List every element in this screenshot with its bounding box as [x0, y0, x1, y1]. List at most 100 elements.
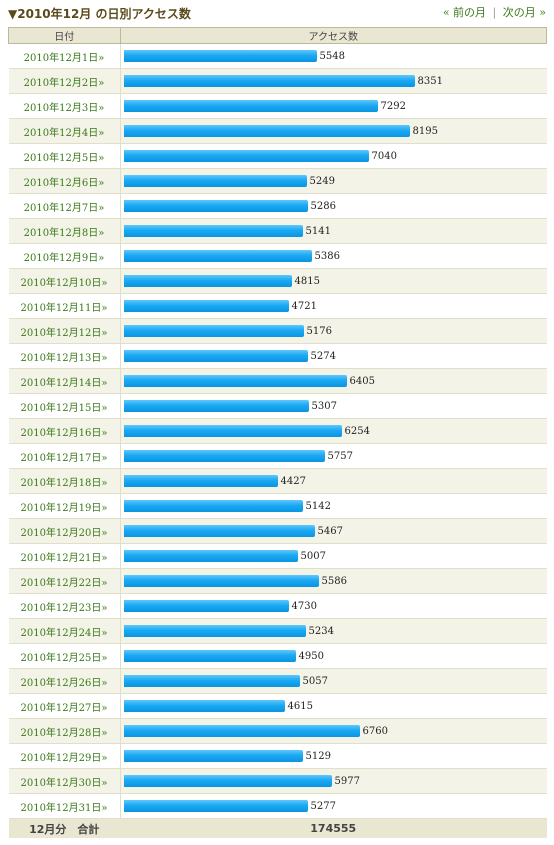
access-value: 4427 [280, 475, 306, 487]
access-cell: 5142 [120, 493, 547, 519]
date-link[interactable]: 2010年12月13日» [20, 352, 108, 364]
access-bar [123, 350, 308, 362]
date-link[interactable]: 2010年12月7日» [23, 202, 105, 214]
access-bar [123, 625, 306, 637]
date-link[interactable]: 2010年12月27日» [20, 702, 108, 714]
date-cell: 2010年12月11日» [8, 293, 121, 319]
next-month-link[interactable]: 次の月 » [502, 6, 546, 19]
access-bar [123, 475, 278, 487]
access-bar [123, 325, 304, 337]
access-cell: 5467 [120, 518, 547, 544]
date-link[interactable]: 2010年12月31日» [20, 802, 108, 814]
date-link[interactable]: 2010年12月16日» [20, 427, 108, 439]
date-link[interactable]: 2010年12月15日» [20, 402, 108, 414]
access-bar [123, 575, 319, 587]
table-row: 2010年12月13日» 5274 [8, 343, 547, 369]
access-cell: 5274 [120, 343, 547, 369]
table-row: 2010年12月24日» 5234 [8, 618, 547, 644]
date-link[interactable]: 2010年12月25日» [20, 652, 108, 664]
access-value: 5057 [302, 675, 328, 687]
date-column-header: 日付 [8, 27, 121, 44]
prev-month-link[interactable]: « 前の月 [442, 6, 487, 19]
access-value: 5176 [306, 325, 332, 337]
access-bar [123, 650, 296, 662]
access-bar [123, 400, 309, 412]
date-cell: 2010年12月15日» [8, 393, 121, 419]
date-link[interactable]: 2010年12月12日» [20, 327, 108, 339]
date-link[interactable]: 2010年12月4日» [23, 127, 105, 139]
date-cell: 2010年12月12日» [8, 318, 121, 344]
table-row: 2010年12月26日» 5057 [8, 668, 547, 694]
date-link[interactable]: 2010年12月23日» [20, 602, 108, 614]
date-cell: 2010年12月2日» [8, 68, 121, 94]
access-bar [123, 150, 369, 162]
table-row: 2010年12月23日» 4730 [8, 593, 547, 619]
access-bar [123, 225, 303, 237]
date-link[interactable]: 2010年12月29日» [20, 752, 108, 764]
date-cell: 2010年12月18日» [8, 468, 121, 494]
date-link[interactable]: 2010年12月22日» [20, 577, 108, 589]
access-bar [123, 100, 378, 112]
access-cell: 5386 [120, 243, 547, 269]
access-cell: 5286 [120, 193, 547, 219]
date-cell: 2010年12月29日» [8, 743, 121, 769]
access-column-header: アクセス数 [119, 27, 547, 44]
date-link[interactable]: 2010年12月9日» [23, 252, 105, 264]
table-row: 2010年12月18日» 4427 [8, 468, 547, 494]
date-link[interactable]: 2010年12月6日» [23, 177, 105, 189]
date-cell: 2010年12月5日» [8, 143, 121, 169]
access-cell: 6405 [120, 368, 547, 394]
access-value: 5007 [300, 550, 326, 562]
access-value: 5307 [311, 400, 337, 412]
date-link[interactable]: 2010年12月17日» [20, 452, 108, 464]
date-cell: 2010年12月16日» [8, 418, 121, 444]
access-bar [123, 700, 285, 712]
date-link[interactable]: 2010年12月19日» [20, 502, 108, 514]
access-bar [123, 300, 289, 312]
access-bar [123, 425, 342, 437]
date-link[interactable]: 2010年12月2日» [23, 77, 105, 89]
date-cell: 2010年12月4日» [8, 118, 121, 144]
access-bar [123, 725, 360, 737]
date-link[interactable]: 2010年12月18日» [20, 477, 108, 489]
date-link[interactable]: 2010年12月11日» [20, 302, 108, 314]
date-link[interactable]: 2010年12月14日» [20, 377, 108, 389]
table-row: 2010年12月28日» 6760 [8, 718, 547, 744]
access-cell: 4815 [120, 268, 547, 294]
access-bar [123, 200, 308, 212]
access-value: 6405 [349, 375, 375, 387]
date-cell: 2010年12月26日» [8, 668, 121, 694]
date-link[interactable]: 2010年12月1日» [23, 52, 105, 64]
access-cell: 5757 [120, 443, 547, 469]
access-value: 4615 [287, 700, 313, 712]
date-link[interactable]: 2010年12月5日» [23, 152, 105, 164]
access-value: 6760 [362, 725, 388, 737]
access-cell: 5057 [120, 668, 547, 694]
table-row: 2010年12月11日» 4721 [8, 293, 547, 319]
date-cell: 2010年12月8日» [8, 218, 121, 244]
total-label: 12月分 合計 [8, 818, 120, 838]
date-link[interactable]: 2010年12月26日» [20, 677, 108, 689]
table-row: 2010年12月10日» 4815 [8, 268, 547, 294]
date-cell: 2010年12月3日» [8, 93, 121, 119]
access-cell: 5548 [120, 43, 547, 69]
date-link[interactable]: 2010年12月8日» [23, 227, 105, 239]
access-bar [123, 450, 325, 462]
access-value: 5234 [308, 625, 334, 637]
access-value: 7292 [380, 100, 406, 112]
access-value: 7040 [371, 150, 397, 162]
table-row: 2010年12月14日» 6405 [8, 368, 547, 394]
access-cell: 5176 [120, 318, 547, 344]
access-bar [123, 600, 289, 612]
date-link[interactable]: 2010年12月10日» [20, 277, 108, 289]
access-cell: 6760 [120, 718, 547, 744]
access-value: 5467 [317, 525, 343, 537]
date-link[interactable]: 2010年12月24日» [20, 627, 108, 639]
date-link[interactable]: 2010年12月28日» [20, 727, 108, 739]
date-link[interactable]: 2010年12月3日» [23, 102, 105, 114]
table-row: 2010年12月19日» 5142 [8, 493, 547, 519]
date-cell: 2010年12月31日» [8, 793, 121, 819]
date-link[interactable]: 2010年12月20日» [20, 527, 108, 539]
date-link[interactable]: 2010年12月30日» [20, 777, 108, 789]
date-link[interactable]: 2010年12月21日» [20, 552, 108, 564]
